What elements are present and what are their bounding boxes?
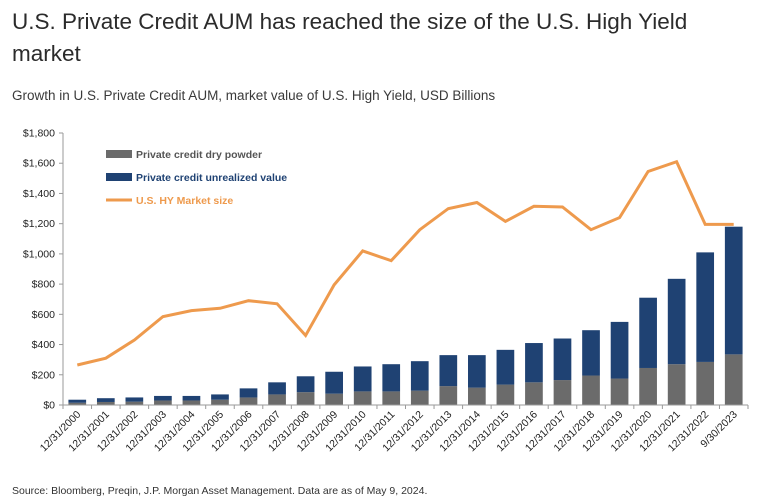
bar-dry-powder [553,380,572,405]
bar-dry-powder [296,392,315,405]
legend-swatch [106,150,132,158]
bar-unrealized-value [182,395,201,401]
bar-dry-powder [610,378,629,405]
legend-unrealized-value: Private credit unrealized value [106,172,287,184]
y-tick-label: $200 [32,369,56,381]
legend-dry-powder: Private credit dry powder [106,149,262,161]
bar-dry-powder [468,387,486,405]
y-tick-label: $1,600 [23,158,55,170]
bar-unrealized-value [525,343,543,383]
legend-swatch [106,173,132,181]
bar-dry-powder [639,367,657,405]
bar-unrealized-value [468,355,486,388]
bar-unrealized-value [268,382,286,395]
y-tick-label: $400 [32,339,56,351]
hy-market-line [76,159,734,367]
bar-dry-powder [96,401,115,405]
legend-label: Private credit unrealized value [136,172,287,184]
bar-dry-powder [439,386,458,405]
bar-unrealized-value [96,398,115,402]
bar-dry-powder [68,402,87,405]
bar-dry-powder [525,382,543,405]
y-tick-label: $800 [32,279,56,291]
bar-dry-powder [582,375,600,405]
legend-hy-market: U.S. HY Market size [106,195,233,207]
bar-unrealized-value [382,364,401,392]
y-tick-label: $1,000 [23,248,55,260]
bar-dry-powder [325,393,343,405]
bar-unrealized-value [724,226,743,355]
bar-unrealized-value [667,278,686,365]
bar-dry-powder [410,390,429,405]
bar-unrealized-value [239,388,258,398]
bar-unrealized-value [410,361,429,391]
bar-dry-powder [125,401,144,405]
y-tick-label: $600 [32,309,56,321]
chart-subtitle: Growth in U.S. Private Credit AUM, marke… [12,88,496,103]
bar-unrealized-value [582,330,600,376]
bar-unrealized-value [325,371,343,394]
bar-dry-powder [268,394,286,405]
bar-dry-powder [696,361,715,405]
bar-unrealized-value [296,376,315,393]
bar-unrealized-value [610,321,629,379]
bar-dry-powder [154,400,172,405]
y-tick-label: $1,800 [23,128,55,140]
y-tick-label: $1,400 [23,188,55,200]
bar-unrealized-value [696,252,715,362]
bar-unrealized-value [154,395,172,401]
bar-unrealized-value [125,397,144,402]
bar-unrealized-value [353,366,372,392]
legend-label: U.S. HY Market size [136,195,233,207]
bar-unrealized-value [439,355,458,387]
y-tick-label: $0 [43,400,55,412]
bar-unrealized-value [496,349,515,385]
bar-dry-powder [382,391,401,405]
bar-unrealized-value [553,338,572,381]
source-note: Source: Bloomberg, Preqin, J.P. Morgan A… [12,485,428,497]
bar-unrealized-value [211,394,229,400]
legend-label: Private credit dry powder [136,149,262,161]
bar-dry-powder [239,397,258,405]
bar-dry-powder [496,384,515,405]
bar-dry-powder [667,364,686,405]
bar-dry-powder [182,400,201,405]
bar-unrealized-value [639,297,657,368]
y-tick-label: $1,200 [23,218,55,230]
bar-unrealized-value [68,399,87,403]
bar-dry-powder [724,354,743,405]
bar-dry-powder [353,391,372,405]
chart-title: U.S. Private Credit AUM has reached the … [12,9,688,66]
bar-dry-powder [211,399,229,405]
chart-canvas: $0 $200 $400 $600 $800 $1,000 $1,200 $1,400 $1,6… [23,128,749,454]
